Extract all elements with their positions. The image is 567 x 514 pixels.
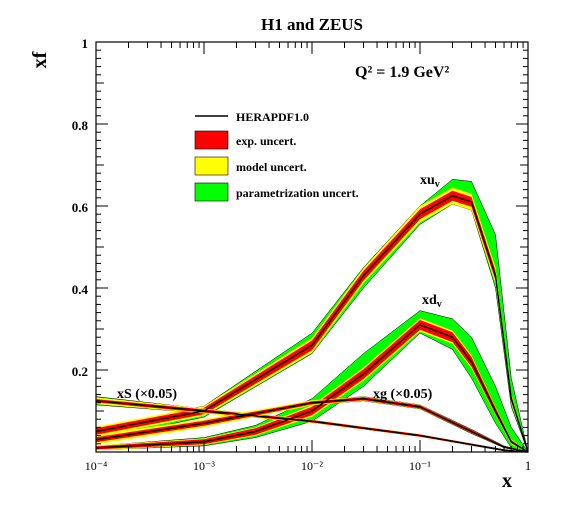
legend-swatch-red	[194, 130, 229, 150]
series-label-xuv: xuv	[420, 173, 440, 190]
legend-label: model uncert.	[236, 160, 307, 174]
series-line	[95, 324, 529, 453]
y-tick-label: 1	[82, 36, 89, 51]
y-tick-label: 0.6	[72, 200, 89, 215]
series-label-xg: xg (×0.05)	[373, 387, 433, 402]
exp-band	[96, 399, 528, 452]
y-tick-label: 0.8	[72, 118, 89, 133]
x-tick-label: 10⁻²	[301, 459, 323, 473]
y-tick-label: 0.4	[72, 282, 89, 297]
y-axis-label: xf	[29, 51, 51, 68]
series-label-xdv: xdv	[422, 293, 442, 310]
axis-ticks	[95, 41, 529, 453]
x-tick-label: 10⁻⁴	[85, 459, 108, 473]
x-tick-label: 10⁻³	[193, 459, 215, 473]
x-tick-label: 10⁻¹	[409, 459, 431, 473]
legend-label: parametrization uncert.	[236, 186, 359, 200]
series-line	[95, 397, 529, 453]
exp-band	[96, 190, 528, 453]
legend-label: HERAPDF1.0	[236, 110, 309, 124]
legend-label: exp. uncert.	[236, 134, 296, 148]
series-label-xs: xS (×0.05)	[117, 387, 177, 402]
x-axis-label: x	[502, 470, 512, 492]
y-tick-label: 0.2	[72, 364, 88, 379]
series-line	[95, 195, 529, 453]
legend-swatch-yellow	[194, 156, 229, 176]
exp-band	[96, 397, 528, 452]
x-tick-label: 1	[525, 458, 532, 473]
chart-title: H1 and ZEUS	[261, 15, 363, 34]
legend: HERAPDF1.0 exp. uncert. model uncert. pa…	[194, 110, 359, 202]
scale-label: Q² = 1.9 GeV²	[355, 64, 449, 81]
legend-swatch-green	[194, 182, 229, 202]
